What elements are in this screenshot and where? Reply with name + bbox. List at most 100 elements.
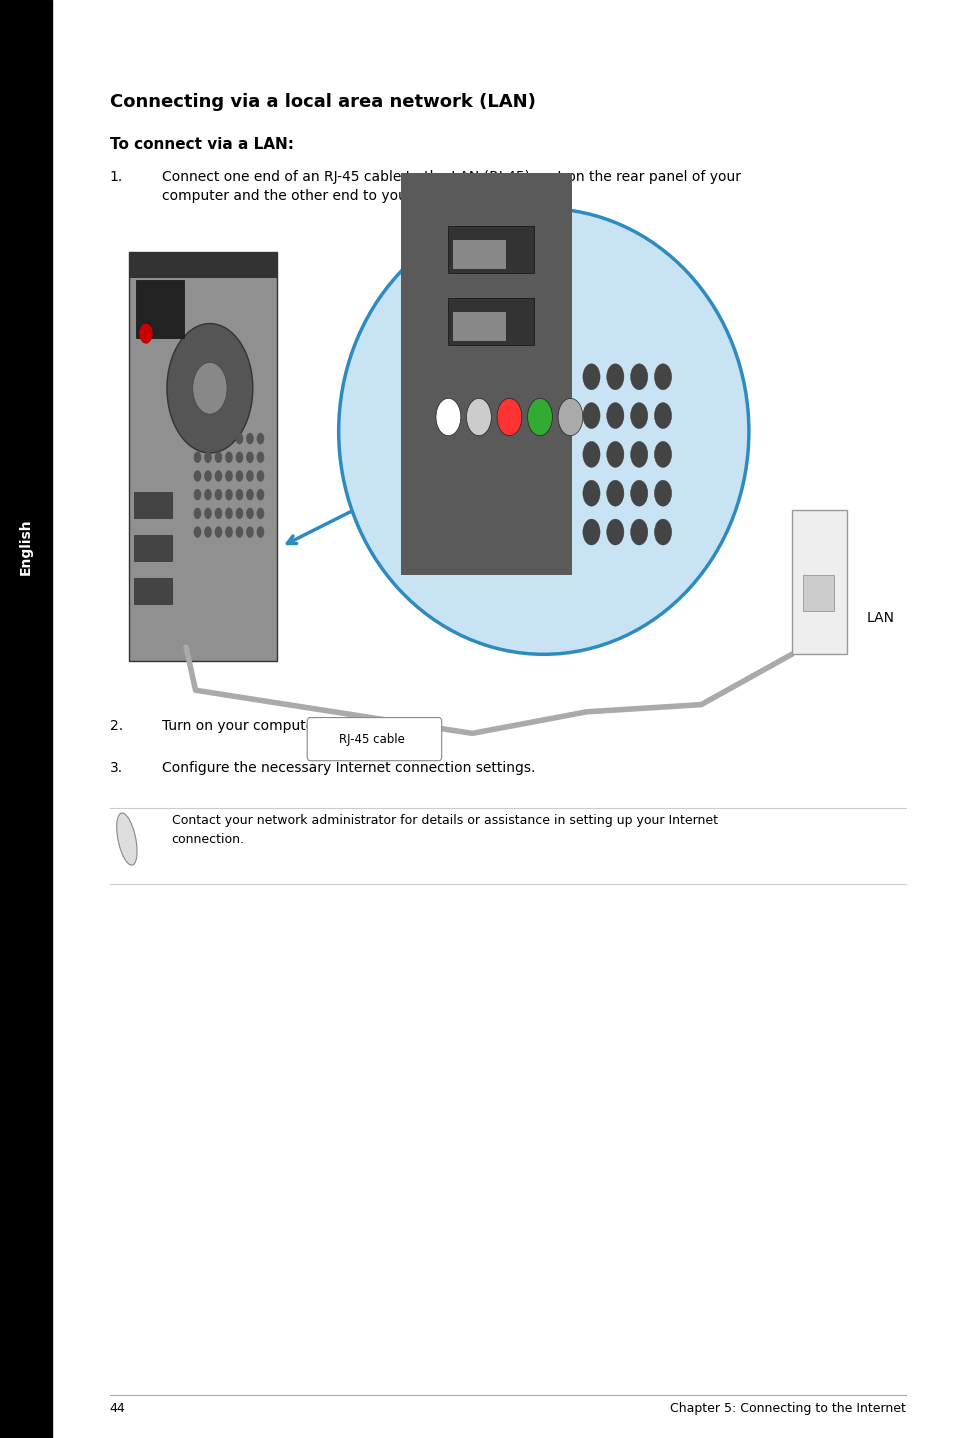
Bar [802, 575, 833, 611]
Circle shape [214, 508, 222, 519]
Text: 2.: 2. [110, 719, 123, 733]
Text: Contact your network administrator for details or assistance in setting up your : Contact your network administrator for d… [172, 814, 717, 846]
Circle shape [139, 324, 152, 344]
Circle shape [654, 519, 671, 545]
Text: Turn on your computer.: Turn on your computer. [162, 719, 323, 733]
Circle shape [606, 403, 623, 429]
Bar [453, 312, 505, 341]
Circle shape [630, 480, 647, 506]
Bar [133, 578, 172, 604]
Circle shape [582, 519, 599, 545]
Circle shape [246, 508, 253, 519]
Circle shape [193, 508, 201, 519]
Circle shape [235, 470, 243, 482]
Circle shape [193, 452, 201, 463]
Circle shape [204, 508, 212, 519]
Circle shape [214, 470, 222, 482]
Circle shape [582, 364, 599, 390]
Circle shape [256, 508, 264, 519]
Circle shape [204, 433, 212, 444]
Circle shape [558, 398, 582, 436]
Text: English: English [19, 518, 32, 575]
Circle shape [606, 519, 623, 545]
Bar [791, 510, 846, 654]
Circle shape [527, 398, 552, 436]
Circle shape [235, 452, 243, 463]
Circle shape [606, 364, 623, 390]
Circle shape [654, 480, 671, 506]
Text: Connecting via a local area network (LAN): Connecting via a local area network (LAN… [110, 93, 535, 112]
Text: 3.: 3. [110, 761, 123, 775]
Circle shape [193, 470, 201, 482]
Ellipse shape [338, 209, 748, 654]
Circle shape [225, 489, 233, 500]
Circle shape [167, 324, 253, 453]
Circle shape [256, 526, 264, 538]
Circle shape [246, 433, 253, 444]
FancyBboxPatch shape [307, 718, 441, 761]
Circle shape [246, 489, 253, 500]
Circle shape [606, 441, 623, 467]
Circle shape [214, 452, 222, 463]
Bar [129, 252, 276, 278]
Circle shape [606, 480, 623, 506]
Circle shape [582, 480, 599, 506]
Circle shape [214, 433, 222, 444]
Circle shape [204, 452, 212, 463]
Circle shape [225, 433, 233, 444]
Circle shape [235, 526, 243, 538]
Circle shape [235, 508, 243, 519]
Text: Chapter 5: Connecting to the Internet: Chapter 5: Connecting to the Internet [670, 1402, 905, 1415]
Circle shape [246, 526, 253, 538]
Circle shape [256, 489, 264, 500]
Circle shape [654, 441, 671, 467]
Circle shape [204, 470, 212, 482]
Circle shape [235, 433, 243, 444]
Circle shape [654, 364, 671, 390]
Circle shape [225, 470, 233, 482]
Circle shape [630, 519, 647, 545]
Bar [129, 252, 276, 661]
Circle shape [214, 526, 222, 538]
Text: Configure the necessary Internet connection settings.: Configure the necessary Internet connect… [162, 761, 535, 775]
Circle shape [193, 526, 201, 538]
Circle shape [582, 441, 599, 467]
Ellipse shape [116, 812, 137, 866]
Circle shape [246, 452, 253, 463]
Text: RJ-45 cable: RJ-45 cable [338, 732, 405, 746]
Bar [448, 298, 534, 345]
Circle shape [256, 433, 264, 444]
Circle shape [193, 362, 227, 414]
Bar [110, 201, 891, 697]
Circle shape [214, 489, 222, 500]
Circle shape [225, 526, 233, 538]
Text: Connect one end of an RJ-45 cable to the LAN (RJ-45) port on the rear panel of y: Connect one end of an RJ-45 cable to the… [162, 170, 740, 203]
Circle shape [256, 452, 264, 463]
Text: To connect via a LAN:: To connect via a LAN: [110, 137, 294, 151]
Circle shape [204, 526, 212, 538]
Circle shape [193, 489, 201, 500]
Circle shape [630, 403, 647, 429]
Circle shape [246, 470, 253, 482]
Bar [448, 226, 534, 273]
Circle shape [654, 403, 671, 429]
Circle shape [256, 470, 264, 482]
Bar [133, 492, 172, 518]
Bar [400, 173, 572, 575]
Circle shape [497, 398, 521, 436]
Bar [453, 240, 505, 269]
Circle shape [436, 398, 460, 436]
Bar [136, 280, 184, 338]
Circle shape [235, 489, 243, 500]
Circle shape [204, 489, 212, 500]
Circle shape [225, 508, 233, 519]
Circle shape [466, 398, 491, 436]
Circle shape [582, 403, 599, 429]
Circle shape [630, 441, 647, 467]
Circle shape [225, 452, 233, 463]
Bar [133, 535, 172, 561]
Text: LAN: LAN [865, 611, 893, 626]
Text: 44: 44 [110, 1402, 126, 1415]
Circle shape [630, 364, 647, 390]
Circle shape [193, 433, 201, 444]
